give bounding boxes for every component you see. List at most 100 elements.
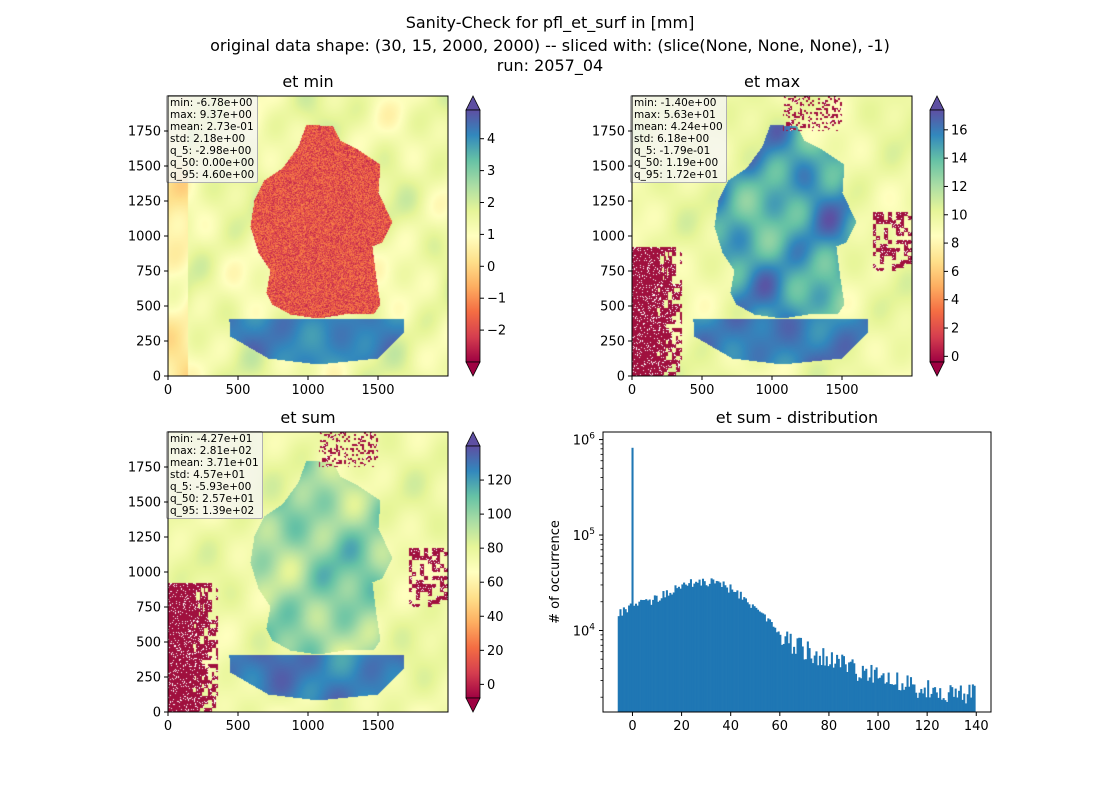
y-tick-label: 500 — [136, 300, 161, 315]
histogram-bar — [865, 668, 868, 712]
histogram-bar — [650, 604, 653, 712]
colorbar-extend-top — [465, 431, 481, 447]
histogram-bar — [762, 613, 765, 712]
histogram-bar — [641, 600, 644, 712]
histogram-bar — [885, 682, 888, 712]
colorbar-extend-bottom — [465, 697, 481, 713]
x-tick-label: 1500 — [361, 719, 394, 734]
histogram-bar — [684, 584, 687, 712]
stat-std: std: 6.18e+00 — [634, 133, 710, 145]
colorbar-tick-label: −1 — [487, 292, 506, 307]
colorbar-tick-label: 2 — [951, 322, 959, 337]
histogram-bar — [626, 612, 629, 712]
histogram-bar — [765, 621, 768, 712]
histogram-bar — [774, 627, 777, 712]
histogram-bar — [698, 579, 701, 712]
histogram-bar — [903, 689, 906, 712]
histogram-bar — [676, 588, 679, 712]
histogram-bar — [648, 599, 651, 712]
histogram-bar — [756, 609, 760, 712]
histogram-bar — [679, 588, 682, 712]
histogram-bar — [908, 686, 911, 712]
histogram-bar — [755, 607, 758, 712]
y-tick-label: 500 — [136, 636, 161, 651]
histogram-bar — [671, 594, 674, 712]
histogram-bar — [934, 687, 937, 712]
y-tick-label: 1000 — [128, 230, 161, 245]
y-tick-label: 0 — [153, 706, 161, 721]
y-tick-label: 0 — [153, 370, 161, 385]
histogram-bar — [968, 684, 971, 712]
histogram-bar — [805, 659, 808, 712]
histogram-bar — [830, 652, 833, 712]
axes-frame — [631, 95, 913, 377]
histogram-bar — [686, 585, 689, 712]
histogram-bar — [750, 607, 753, 712]
x-tick-label: 1000 — [291, 383, 324, 398]
histogram-bar — [909, 677, 913, 712]
x-tick-label: 0 — [164, 383, 172, 398]
histogram-bar — [739, 591, 742, 712]
histogram-bar — [691, 586, 694, 712]
histogram-bar — [658, 600, 662, 712]
stat-mean: mean: 2.73e-01 — [170, 121, 254, 133]
histogram-bar — [772, 626, 775, 712]
histogram-bar — [741, 599, 744, 712]
histogram-bar — [973, 685, 976, 712]
histogram-bar — [949, 685, 952, 712]
histogram-bar — [899, 690, 902, 712]
histogram-bar — [727, 592, 730, 712]
histogram-bar — [930, 693, 933, 712]
histogram-bar — [715, 580, 718, 712]
histogram-bar — [937, 697, 940, 712]
stat-min: min: -4.27e+01 — [170, 433, 253, 445]
y-tick-label: 750 — [600, 265, 625, 280]
histogram-bar — [758, 611, 761, 712]
histogram-bar — [784, 636, 787, 712]
histogram-bar — [849, 661, 852, 712]
histogram-bar — [789, 633, 792, 712]
y-tick-label: 500 — [600, 300, 625, 315]
histogram-bar — [732, 591, 735, 712]
x-tick-label: 120 — [915, 719, 940, 734]
histogram-bar — [861, 665, 864, 712]
histogram-bar — [906, 675, 909, 712]
y-tick-label: 250 — [136, 671, 161, 686]
histogram-bar — [911, 684, 914, 712]
colorbar-tick-label: 14 — [951, 152, 968, 167]
et-max-title: et max — [743, 72, 801, 91]
histogram-bar — [786, 631, 789, 712]
et-sum-stats-box: min: -4.27e+01 max: 2.81e+02 mean: 3.71e… — [166, 431, 263, 519]
histogram-bar — [628, 605, 631, 712]
histogram-bar — [889, 684, 892, 712]
y-tick-label: 1750 — [128, 461, 161, 476]
colorbar-extend-top — [929, 95, 945, 111]
histogram-bar — [653, 595, 656, 712]
histogram-bar — [799, 637, 803, 712]
x-tick-label: 0 — [628, 719, 636, 734]
colorbar-tick-label: 120 — [487, 474, 512, 489]
histogram-bar — [822, 648, 825, 712]
histogram-bar — [896, 672, 899, 712]
histogram-bar — [877, 678, 880, 712]
histogram-bar — [810, 658, 813, 712]
y-tick-label: 104 — [573, 622, 596, 639]
histogram-bar — [779, 634, 782, 712]
histogram-bar — [964, 703, 968, 712]
histogram-bar — [829, 664, 832, 712]
histogram-bar — [798, 637, 801, 712]
stat-q5: q_5: -5.93e+00 — [170, 481, 252, 493]
histogram-bar — [887, 672, 890, 712]
histogram-bar — [672, 592, 675, 712]
colorbar-tick-label: 6 — [951, 265, 959, 280]
histogram-bar — [665, 590, 668, 712]
histogram-bar — [634, 603, 637, 712]
histogram-bar — [882, 673, 885, 712]
et-sum-title: et sum — [280, 408, 336, 427]
stat-mean: mean: 4.24e+00 — [634, 121, 723, 133]
histogram-bar — [892, 684, 895, 712]
stat-q95: q_95: 4.60e+00 — [170, 169, 255, 181]
x-tick-label: 100 — [866, 719, 891, 734]
histogram-bar — [622, 607, 625, 712]
stat-mean: mean: 3.71e+01 — [170, 457, 259, 469]
